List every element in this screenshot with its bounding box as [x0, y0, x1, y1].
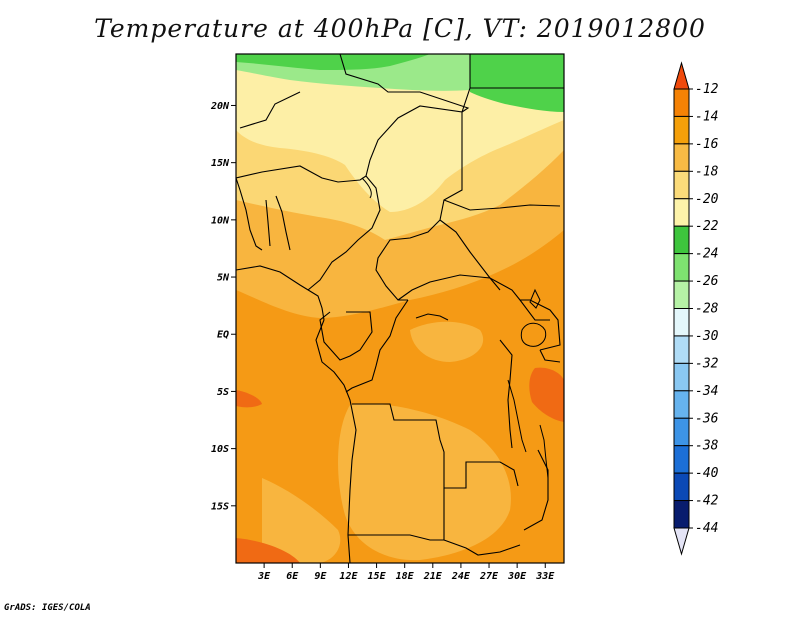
field-light-orange-southwest — [262, 478, 341, 563]
border-angola-namibia-zambia — [443, 488, 521, 556]
colorbar-label: -24 — [695, 247, 718, 262]
lat-label: 10S — [211, 444, 229, 455]
border-drc-east — [499, 339, 513, 449]
lat-label: 15S — [211, 501, 229, 512]
lon-label: 27E — [479, 571, 499, 582]
field-red-west — [236, 390, 262, 408]
colorbar-box — [673, 225, 690, 255]
colorbar-box — [673, 253, 690, 282]
colorbar-box — [673, 198, 690, 227]
lon-label: 33E — [535, 571, 555, 582]
lon-label: 9E — [314, 571, 327, 582]
lake-victoria — [520, 322, 547, 347]
colorbar-box — [673, 143, 690, 172]
border-sudan-south — [443, 199, 561, 211]
border-car-drc — [397, 274, 550, 321]
colorbar-bottom-arrow — [673, 527, 690, 556]
lon-label: 21E — [423, 571, 443, 582]
lat-label: 15N — [211, 158, 230, 169]
border-malawi-mozambique — [523, 449, 549, 531]
field-red-southwest — [236, 538, 300, 563]
border-libya-niger-chad — [339, 54, 470, 113]
lake-tanganyika — [507, 379, 527, 453]
longitude-axis: 3E 6E 9E 12E 15E 18E 21E 24E 27E 30E 33E — [257, 563, 555, 582]
colorbar-label: -20 — [695, 192, 719, 207]
colorbar-label: -32 — [695, 356, 719, 371]
coastline-west-africa — [236, 265, 325, 321]
colorbar-label: -22 — [695, 219, 719, 234]
lat-label: 5S — [217, 387, 229, 398]
lake-malawi — [539, 424, 549, 479]
colorbar-top-arrow — [673, 61, 690, 90]
colorbar-box — [673, 472, 690, 502]
colorbar: -12 -14 -16 -18 -20 -22 -24 -26 -28 -30 -32 -34 -36 -… — [673, 61, 719, 556]
lon-label: 3E — [257, 571, 271, 582]
border-kenya-tanzania — [539, 349, 561, 363]
lakes — [361, 177, 549, 479]
lon-label: 18E — [396, 571, 415, 582]
lat-label: 5N — [217, 273, 230, 284]
country-borders — [236, 54, 564, 563]
border-algeria-niger — [239, 91, 301, 129]
colorbar-label: -34 — [695, 384, 718, 399]
colorbar-label: -14 — [695, 109, 718, 124]
border-nigeria-cameroon — [307, 175, 381, 291]
border-niger-nigeria — [236, 165, 367, 183]
colorbar-label: -12 — [695, 82, 719, 97]
colorbar-label: -38 — [695, 439, 719, 454]
border-angola-namibia — [348, 534, 444, 541]
border-chad-sudan — [439, 219, 501, 291]
colorbar-box — [673, 280, 690, 309]
latitude-axis: 20N 15N 10N 5N EQ 5S 10S 15S — [210, 101, 236, 512]
lon-label: 12E — [339, 571, 358, 582]
colorbar-box — [673, 308, 690, 337]
lat-label: 10N — [211, 215, 230, 226]
colorbar-label: -18 — [695, 164, 719, 179]
border-benin-togo — [275, 195, 291, 251]
colorbar-box — [673, 335, 690, 364]
colorbar-label: -16 — [695, 137, 719, 152]
river-congo — [415, 313, 449, 321]
lake-chad — [361, 177, 372, 199]
lon-label: 15E — [368, 571, 387, 582]
colorbar-box — [673, 417, 690, 447]
border-uganda — [520, 299, 561, 351]
colorbar-box — [673, 500, 690, 529]
colorbar-box — [673, 390, 690, 419]
colorbar-box — [673, 115, 690, 145]
border-west — [236, 177, 263, 251]
lat-label: 20N — [210, 101, 230, 112]
grads-credit: GrADS: IGES/COLA — [4, 603, 91, 613]
field-red-east — [529, 367, 564, 422]
colorbar-label: -26 — [695, 274, 719, 289]
colorbar-box — [673, 88, 690, 117]
colorbar-box — [673, 362, 690, 392]
field-green-northwest — [236, 54, 430, 70]
colorbar-label: -44 — [695, 521, 718, 536]
colorbar-label: -36 — [695, 411, 719, 426]
colorbar-label: -42 — [695, 494, 719, 509]
lon-label: 30E — [507, 571, 527, 582]
field-light-orange-south — [338, 403, 511, 561]
map-frame — [235, 53, 565, 564]
colorbar-box — [673, 170, 690, 200]
border-ghana — [265, 199, 271, 247]
colorbar-label: -30 — [695, 329, 719, 344]
colorbar-label: -28 — [695, 302, 719, 317]
lon-label: 6E — [286, 571, 299, 582]
border-congo-drc — [345, 299, 409, 393]
coastline-southwest-africa — [315, 319, 357, 563]
lon-label: 24E — [451, 571, 471, 582]
temperature-field — [236, 54, 564, 563]
map-title: Temperature at 400hPa [C], VT: 201901280… — [94, 14, 706, 43]
border-angola-drc-zambia — [352, 403, 519, 489]
lake-albert — [529, 288, 541, 309]
field-light-orange-central — [410, 321, 484, 362]
field-green-northeast — [470, 54, 564, 112]
colorbar-box — [673, 445, 690, 474]
colorbar-label: -40 — [695, 466, 719, 481]
lat-label: EQ — [217, 330, 229, 341]
